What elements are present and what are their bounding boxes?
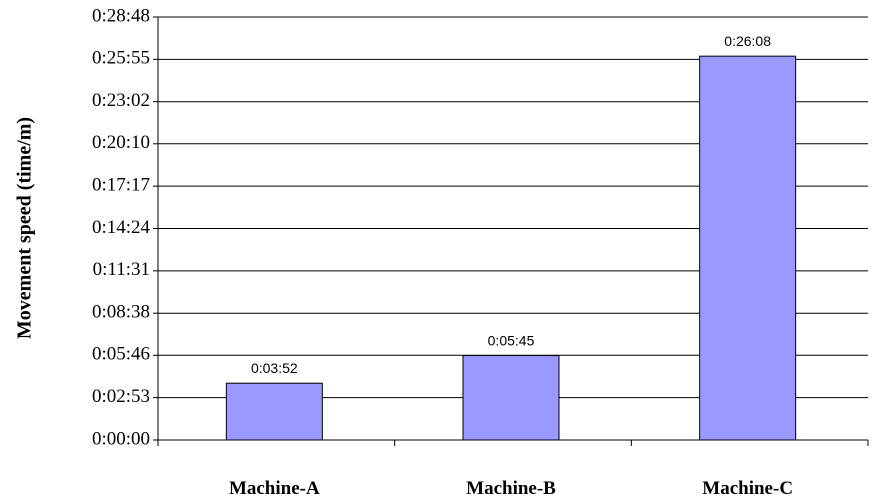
y-tick-label: 0:25:55 [92,48,150,69]
y-tick-label: 0:05:46 [92,344,150,365]
value-label: 0:05:45 [488,333,535,349]
value-label: 0:03:52 [251,360,298,376]
bar [226,383,322,440]
y-tick-label: 0:28:48 [92,5,150,26]
y-tick-label: 0:14:24 [92,217,151,238]
bar [700,56,796,440]
y-tick-label: 0:08:38 [92,302,150,323]
x-tick-label: Machine-C [702,478,793,499]
y-tick-label: 0:20:10 [92,132,150,153]
value-label: 0:26:08 [724,33,771,49]
bar [463,356,559,440]
y-tick-label: 0:17:17 [92,175,150,196]
x-tick-label: Machine-A [229,478,320,499]
y-tick-label: 0:11:31 [93,259,150,280]
y-axis-title: Movement speed (time/m) [14,117,36,339]
chart: Movement speed (time/m) 0:00:00 0:02:53 0:… [0,0,876,502]
y-tick-label: 0:23:02 [92,90,150,111]
y-tick-label: 0:02:53 [92,386,150,407]
y-tick-label: 0:00:00 [92,428,150,449]
x-tick-label: Machine-B [466,478,556,499]
